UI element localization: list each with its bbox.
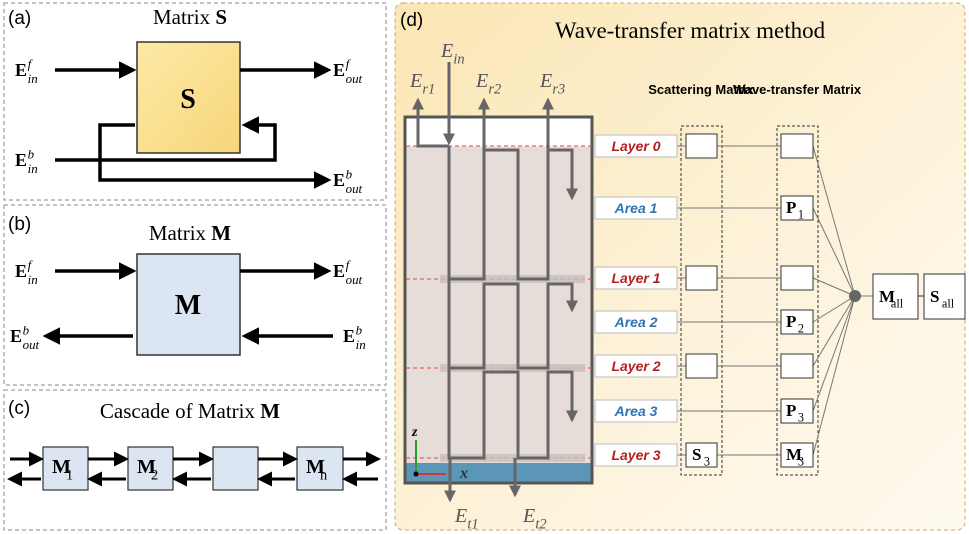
math-sup: b — [23, 322, 30, 337]
row-label: Layer 2 — [611, 358, 660, 374]
panel-label: (a) — [8, 8, 31, 29]
math-base: P — [786, 198, 796, 217]
math-base: E — [454, 505, 467, 527]
math-sub: 2 — [151, 467, 158, 483]
math-base: E — [15, 150, 27, 170]
math-base: E — [539, 70, 552, 92]
math-sub: 3 — [704, 454, 710, 468]
panel-label: (c) — [8, 398, 30, 419]
math-sub: in — [453, 51, 464, 67]
panel-title: Wave-transfer matrix method — [555, 18, 826, 43]
math-sub: in — [28, 161, 38, 176]
math-base: E — [409, 70, 422, 92]
math-base: E — [15, 60, 27, 80]
math-sub: out — [346, 181, 363, 196]
math-sub: 3 — [798, 410, 804, 424]
math-sub: r1 — [422, 81, 435, 97]
math-sub: r2 — [488, 81, 501, 97]
math-sub: 1 — [66, 467, 73, 483]
row-label: Area 3 — [614, 403, 658, 419]
math-sub: 3 — [798, 454, 804, 468]
math-sub: out — [23, 337, 40, 352]
math-base: S — [692, 445, 701, 464]
row-label: Layer 0 — [611, 138, 660, 154]
math-sub: n — [320, 467, 327, 483]
panel-title: Cascade of Matrix M — [100, 399, 280, 423]
math-base: E — [522, 505, 535, 527]
matrix-box — [686, 134, 717, 158]
junction — [849, 290, 861, 302]
math-sub: in — [28, 272, 38, 287]
math-sub: out — [346, 272, 363, 287]
math-sup: b — [28, 146, 35, 161]
matrix-box — [686, 443, 717, 467]
math-base: P — [786, 401, 796, 420]
matrix-box — [686, 266, 717, 290]
matrix-box — [781, 134, 813, 158]
math-sub: in — [356, 337, 366, 352]
math-sup: b — [346, 166, 353, 181]
math-sub: out — [346, 71, 363, 86]
box-label: M — [175, 290, 201, 321]
math-sub: in — [28, 71, 38, 86]
math-base: E — [333, 261, 345, 281]
axis-label: x — [459, 465, 468, 482]
matrix-box — [781, 354, 813, 378]
math-sub: all — [942, 296, 955, 310]
math-base: E — [15, 261, 27, 281]
panel-label: (b) — [8, 214, 31, 235]
math-base: E — [10, 326, 22, 346]
math-base: E — [343, 326, 355, 346]
math-sub: 1 — [798, 207, 804, 221]
math-sub: t2 — [535, 516, 546, 532]
math-base: S — [930, 287, 939, 306]
row-label: Layer 1 — [611, 270, 660, 286]
tank — [405, 117, 592, 483]
panel-title: Matrix M — [149, 221, 231, 245]
row-label: Area 2 — [614, 314, 658, 330]
math-sub: 2 — [798, 321, 804, 335]
math-sub: t1 — [467, 516, 478, 532]
math-base: E — [333, 60, 345, 80]
row-label: Area 1 — [614, 200, 658, 216]
axis-label: z — [411, 425, 418, 440]
figure: (a) Matrix S S (b) Matrix M M (c) Cascad… — [0, 0, 969, 534]
panel-title: Matrix S — [153, 5, 227, 29]
math-sup: b — [356, 322, 363, 337]
matrix-box — [781, 266, 813, 290]
column-header: Wave-transfer Matrix — [733, 82, 862, 97]
math-base: E — [475, 70, 488, 92]
math-sub: r3 — [552, 81, 565, 97]
matrix-box — [686, 354, 717, 378]
math-base: E — [440, 40, 453, 62]
box-label: S — [180, 84, 196, 115]
math-base: P — [786, 312, 796, 331]
panel-label: (d) — [400, 10, 423, 31]
math-sub: all — [891, 296, 904, 310]
math-base: E — [333, 170, 345, 190]
row-label: Layer 3 — [611, 447, 660, 463]
